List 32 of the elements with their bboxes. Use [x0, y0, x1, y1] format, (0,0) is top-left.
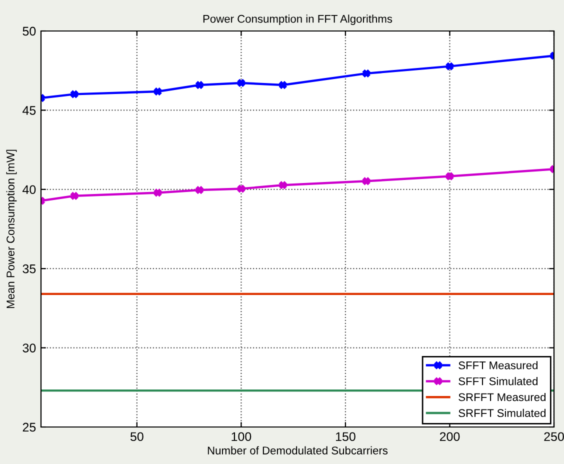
x-axis-title: Number of Demodulated Subcarriers: [208, 446, 388, 454]
y-tick-label: 25: [22, 422, 36, 432]
point: [362, 70, 370, 78]
legend-label: SFFT Measured: [458, 361, 538, 370]
y-tick-label: 50: [22, 26, 36, 36]
point: [279, 81, 287, 89]
x-tick-label: 250: [544, 432, 564, 442]
y-tick-label: 40: [22, 185, 36, 194]
legend-label: SRFFT Simulated: [458, 408, 546, 418]
point: [154, 88, 162, 96]
point: [446, 62, 454, 70]
point: [237, 79, 246, 87]
x-tick-label: 100: [232, 432, 252, 442]
y-tick-label: 35: [22, 264, 36, 274]
point: [237, 184, 246, 193]
y-tick-label: 30: [22, 344, 36, 352]
legend-label: SRFFT Measured: [458, 392, 546, 402]
y-axis-title: Mean Power Consumption [mW]: [6, 150, 17, 308]
x-tick-label: 50: [130, 432, 144, 442]
point: [279, 181, 287, 189]
legend-label: SFFT Simulated: [458, 377, 538, 386]
point: [154, 188, 162, 197]
point: [196, 81, 204, 89]
y-tick-label: 45: [22, 106, 36, 115]
point: [446, 172, 454, 180]
point: [70, 90, 78, 98]
x-tick-label: 150: [336, 432, 356, 442]
x-tick-label: 200: [440, 432, 460, 442]
point: [362, 177, 370, 185]
chart-title: Power Consumption in FFT Algorithms: [203, 14, 392, 25]
point: [196, 186, 204, 194]
point: [70, 192, 78, 200]
